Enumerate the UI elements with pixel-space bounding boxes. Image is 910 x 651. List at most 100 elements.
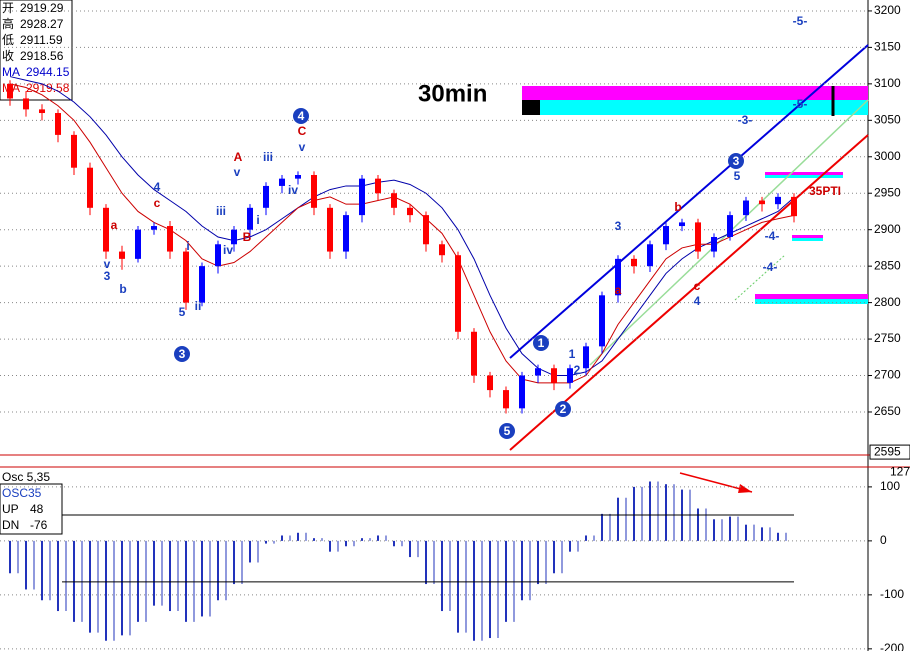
wave-label: v <box>234 165 241 179</box>
info-value: 2928.27 <box>20 17 64 31</box>
wave-label: v <box>104 257 111 271</box>
info-label: 低 <box>2 33 14 47</box>
wave-label: a <box>615 283 622 297</box>
current-label: 2595 <box>874 444 901 458</box>
y-tick-label: 0 <box>880 533 887 547</box>
wave-label: i <box>256 213 259 227</box>
candle-body <box>663 226 669 245</box>
candle-body <box>519 375 525 409</box>
info-value: 2919.58 <box>26 81 70 95</box>
candle-body <box>71 134 77 168</box>
wave-label: iii <box>263 150 273 164</box>
wave-label: 3 <box>104 269 111 283</box>
y-tick-label: -100 <box>880 587 904 601</box>
candle-body <box>119 251 125 259</box>
candle-body <box>199 266 205 303</box>
candle-body <box>167 226 173 252</box>
target-zone <box>755 299 868 304</box>
y-tick-label: 2800 <box>874 295 901 309</box>
candle-body <box>583 346 589 369</box>
wave-circle <box>728 153 744 169</box>
candle-body <box>103 207 109 252</box>
osc-title: Osc 5,35 <box>2 470 50 484</box>
wave-label: 4 <box>154 180 161 194</box>
wave-label: iii <box>216 204 226 218</box>
wave-label: C <box>298 124 307 138</box>
divergence-arrow <box>738 484 752 493</box>
candle-body <box>23 98 29 110</box>
channel-line <box>509 44 869 359</box>
y-tick-label: 2900 <box>874 222 901 236</box>
current-label-box <box>869 444 910 460</box>
wave-label: 2 <box>560 402 567 416</box>
candle-body <box>775 196 781 205</box>
candle-body <box>151 226 157 230</box>
candle-body <box>247 207 253 230</box>
wave-label: b <box>119 282 126 296</box>
candle-body <box>327 207 333 252</box>
y-tick-label: 2850 <box>874 258 901 272</box>
candle-body <box>551 368 557 383</box>
wave-label: ii <box>195 299 202 313</box>
candle-body <box>743 200 749 216</box>
candle-body <box>87 167 93 208</box>
info-frame <box>0 0 73 101</box>
wave-label: 4 <box>298 109 305 123</box>
candle-body <box>263 185 269 208</box>
zone-marker <box>522 100 540 115</box>
target-zone <box>765 172 843 175</box>
wave-label: 35PTI <box>809 184 841 198</box>
candle-body <box>487 375 493 391</box>
candle-body <box>631 258 637 267</box>
target-zone <box>755 294 868 299</box>
wave-circle <box>293 108 309 124</box>
wave-label: -4- <box>765 229 780 243</box>
y-tick-label: 2650 <box>874 404 901 418</box>
candle-body <box>135 229 141 259</box>
osc-legend: OSC35 <box>2 486 42 500</box>
candle-body <box>695 222 701 252</box>
wave-label: B <box>243 230 252 244</box>
wave-label: -3- <box>738 113 753 127</box>
target-zone <box>792 235 823 238</box>
candle-body <box>55 113 61 135</box>
candle-body <box>759 200 765 205</box>
candle-body <box>599 295 605 347</box>
candle-body <box>711 236 717 252</box>
y-tick-label: -200 <box>880 641 904 651</box>
candle-body <box>7 83 13 99</box>
osc-legend: DN <box>2 518 19 532</box>
y-tick-label: 100 <box>880 479 900 493</box>
candle-body <box>679 222 685 227</box>
y-tick-label: 3150 <box>874 40 901 54</box>
wave-circle <box>555 401 571 417</box>
candle-body <box>359 178 365 216</box>
candle-body <box>455 255 461 332</box>
channel-line <box>509 134 869 451</box>
wave-label: 1 <box>569 347 576 361</box>
info-value: 2911.59 <box>20 33 63 47</box>
wave-label: a <box>111 218 118 232</box>
target-zone <box>765 175 843 178</box>
osc-legend: -76 <box>30 518 48 532</box>
wave-label: v <box>299 140 306 154</box>
candle-body <box>567 368 573 383</box>
info-label: MA <box>2 65 20 79</box>
wave-label: -5- <box>793 14 808 28</box>
wave-label: iv <box>223 243 233 257</box>
wave-circle <box>499 423 515 439</box>
candle-body <box>391 193 397 208</box>
candle-body <box>423 215 429 245</box>
wave-label: 2 <box>574 363 581 377</box>
candle-body <box>615 258 621 296</box>
osc-legend: 48 <box>30 502 44 516</box>
candle-body <box>727 215 733 237</box>
target-zone <box>522 100 868 115</box>
y-tick-label: 2700 <box>874 368 901 382</box>
wave-label: A <box>234 150 243 164</box>
candle-body <box>183 251 189 303</box>
wave-label: 1 <box>538 336 545 350</box>
wave-label: 3 <box>615 219 622 233</box>
